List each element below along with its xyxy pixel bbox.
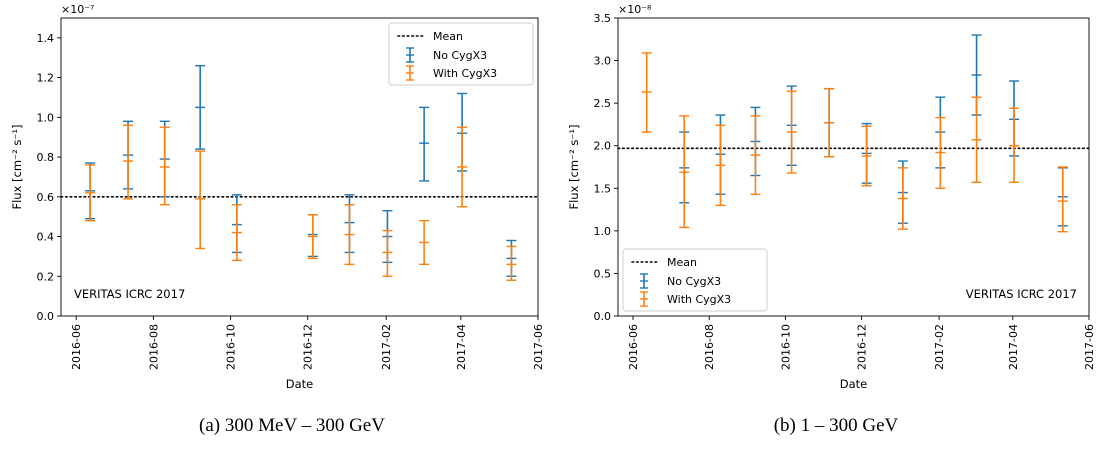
annotation-label: VERITAS ICRC 2017 [966,287,1077,301]
y-tick-label: 1.5 [594,182,612,195]
legend-series-swatch [640,273,648,289]
errorbar-point [195,64,206,150]
y-tick-label: 0.0 [37,310,55,323]
x-tick-label: 2016-10 [779,324,792,370]
plot-frame [60,17,539,317]
errorbar-point [824,87,835,158]
legend-box [622,248,768,312]
errorbar-point [750,115,761,195]
y-scale-label: ×10⁻⁷ [61,3,94,16]
legend-series-swatch [640,291,648,307]
x-tick-label: 2016-12 [302,324,315,370]
errorbar-point [419,219,430,266]
errorbar-point [123,124,134,200]
y-tick-label: 0.5 [594,267,612,280]
legend: Mean No CygX3 With CygX3 [388,22,534,86]
x-tick-label: 2017-06 [1083,324,1096,370]
errorbar-point [971,96,982,184]
y-tick-label: 1.0 [37,111,55,124]
x-tick-label: 2016-10 [225,324,238,370]
errorbar-point [786,90,797,174]
legend-series-label: With CygX3 [433,67,497,80]
x-axis-title: Date [286,377,314,391]
y-tick-label: 0.2 [37,270,55,283]
legend: Mean No CygX3 With CygX3 [622,248,768,312]
errorbar-point [861,125,872,187]
errorbar-point [419,106,430,182]
errorbar-point [1009,107,1020,184]
errorbar-point [195,150,206,250]
errorbar-point [457,126,468,208]
y-tick-label: 3.5 [594,12,612,25]
legend-series-label: With CygX3 [667,293,731,306]
errorbar-point [715,124,726,207]
errorbar-point [85,164,96,222]
caption-b: (b) 1 – 300 GeV [773,415,899,436]
y-tick-label: 1.0 [594,225,612,238]
x-tick-label: 2016-06 [627,324,640,370]
legend-series-swatch [406,65,414,81]
x-tick-label: 2016-12 [856,324,869,370]
panel-b: 0.0 0.5 1.0 1.5 2.0 2.5 3.0 3.5 2016-06 2016-08 20… [567,3,1096,391]
y-tick-label: 1.4 [37,32,55,45]
legend-mean-label: Mean [667,256,697,269]
legend-series-swatch [406,47,414,63]
y-tick-label: 3.0 [594,55,612,68]
x-tick-label: 2017-06 [532,324,545,370]
caption-a: (a) 300 MeV – 300 GeV [199,415,385,436]
plot-frame [617,17,1090,317]
errorbar-point [935,116,946,189]
y-tick-label: 0.0 [594,310,612,323]
errorbar-point [641,52,652,133]
y-scale-label: ×10⁻⁸ [618,3,652,16]
errorbar-point [506,245,517,281]
y-axis-title: Flux [cm⁻² s⁻¹] [567,124,581,209]
annotation-label: VERITAS ICRC 2017 [74,287,185,301]
x-tick-label: 2017-04 [1007,324,1020,370]
y-tick-label: 1.2 [37,72,55,85]
errorbar-point [307,213,318,260]
legend-series-label: No CygX3 [433,49,487,62]
errorbar-point [679,115,690,229]
x-tick-label: 2016-08 [147,324,160,370]
x-tick-label: 2017-02 [380,324,393,370]
errorbar-point [159,126,170,206]
x-tick-label: 2016-06 [70,324,83,370]
y-tick-label: 0.6 [37,191,55,204]
y-tick-label: 0.8 [37,151,55,164]
errorbar-point [1057,166,1068,233]
legend-mean-label: Mean [433,30,463,43]
errorbar-point [231,204,242,262]
errorbar-point [382,229,393,277]
y-tick-label: 2.0 [594,140,612,153]
x-tick-label: 2017-02 [933,324,946,370]
legend-box [388,22,534,86]
errorbar-point [897,167,908,230]
x-tick-label: 2016-08 [703,324,716,370]
x-axis-title: Date [840,377,868,391]
panel-a: 0.0 0.2 0.4 0.6 0.8 1.0 1.2 1.4 2016-06 2016-08 20… [10,3,545,391]
y-tick-label: 0.4 [37,231,55,244]
y-axis-title: Flux [cm⁻² s⁻¹] [10,124,24,209]
y-tick-label: 2.5 [594,97,612,110]
errorbar-point [344,204,355,266]
x-tick-label: 2017-04 [455,324,468,370]
legend-series-label: No CygX3 [667,275,721,288]
